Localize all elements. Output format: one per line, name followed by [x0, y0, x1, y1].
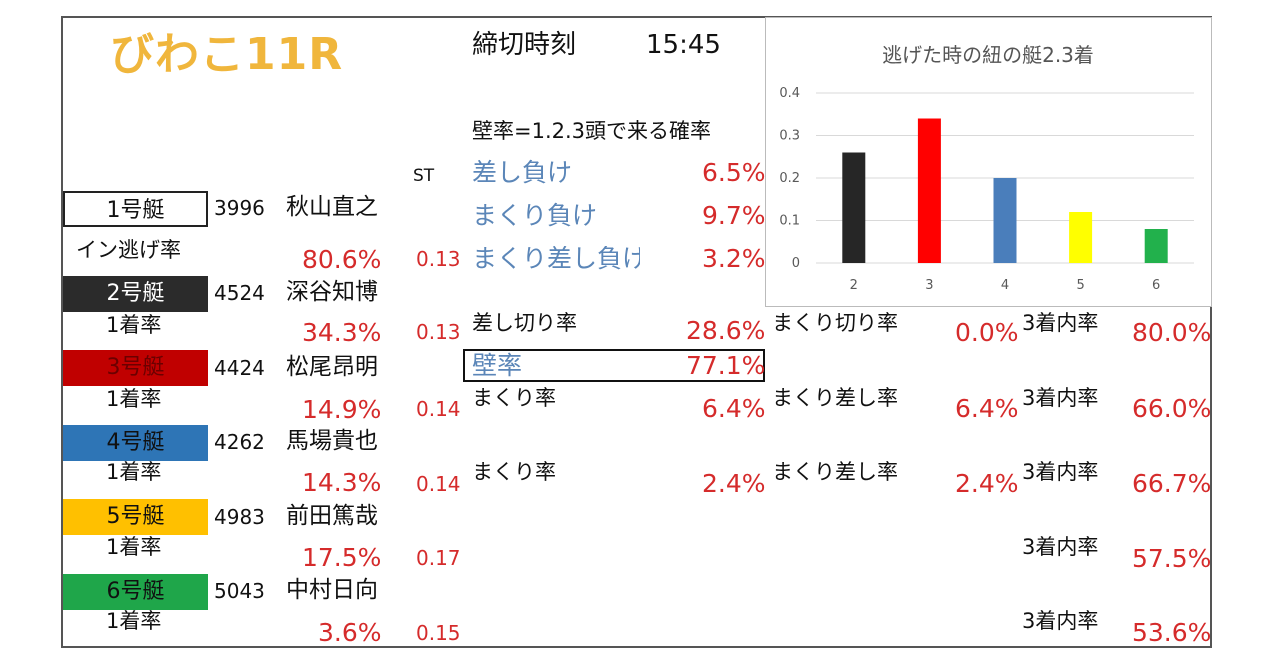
boat-3-badge-label: 3号艇 [106, 355, 165, 380]
chart-x-tick: 5 [1076, 278, 1084, 293]
top3-4-label: 3着内率 [1022, 460, 1099, 484]
chart-y-tick: 0.2 [779, 171, 800, 186]
escape-chart: 逃げた時の紐の艇2.3着 0 0.1 0.2 0.3 0.4 2 3 4 5 6 [765, 17, 1212, 307]
top3-2-value: 80.0% [1132, 318, 1212, 347]
chart-x-tick: 4 [1001, 278, 1009, 293]
top3-5-label: 3着内率 [1022, 535, 1099, 559]
boat-5-name: 前田篤哉 [286, 503, 378, 529]
boat-4-name: 馬場貴也 [286, 428, 378, 454]
top3-6-value: 53.6% [1132, 618, 1212, 647]
chart-y-tick: 0.4 [779, 86, 800, 101]
escape-chart-svg: 逃げた時の紐の艇2.3着 0 0.1 0.2 0.3 0.4 2 3 4 5 6 [779, 43, 1194, 293]
boat-3-name: 松尾昂明 [286, 354, 378, 380]
race-title: びわこ11R [110, 29, 344, 80]
boat-5-number: 4983 [214, 505, 265, 529]
chart-bar-6 [1144, 229, 1168, 263]
boat-1-number: 3996 [214, 196, 265, 220]
makuri-kiri-label: まくり切り率 [772, 311, 898, 335]
makuri-sashi-lose-label: まくり差し負け [472, 246, 640, 271]
makuri-3-label: まくり率 [472, 386, 556, 410]
chart-y-tick: 0.1 [779, 214, 800, 229]
boat-3-rate: 14.9% [302, 395, 382, 424]
boat-4-badge: 4号艇 [63, 425, 208, 461]
boat-1-st: 0.13 [416, 247, 461, 271]
top3-3-label: 3着内率 [1022, 386, 1099, 410]
boat-2-rate: 34.3% [302, 318, 382, 347]
st-header: ST [413, 166, 435, 186]
makuri-sashi-4-value: 2.4% [955, 469, 1019, 498]
top3-2-label: 3着内率 [1022, 311, 1099, 335]
top3-6-label: 3着内率 [1022, 609, 1099, 633]
makuri-sashi-4-label: まくり差し率 [772, 460, 898, 484]
boat-6-rate-label: 1着率 [106, 609, 162, 633]
wall-value: 77.1% [686, 351, 766, 380]
boat-4-number: 4262 [214, 430, 265, 454]
makuri-4-value: 2.4% [702, 469, 766, 498]
boat-2-badge: 2号艇 [63, 276, 208, 312]
makuri-sashi-3-label: まくり差し率 [772, 386, 898, 410]
chart-bar-5 [1069, 212, 1093, 263]
boat-2-rate-label: 1着率 [106, 313, 162, 337]
top3-4-value: 66.7% [1132, 469, 1212, 498]
chart-bar-4 [993, 178, 1017, 263]
top3-5-value: 57.5% [1132, 544, 1212, 573]
boat-2-name: 深谷知博 [286, 279, 378, 305]
boat-5-rate-label: 1着率 [106, 535, 162, 559]
chart-x-tick: 6 [1152, 278, 1160, 293]
boat-4-rate: 14.3% [302, 468, 382, 497]
makuri-sashi-lose-value: 3.2% [702, 244, 766, 273]
boat-4-rate-label: 1着率 [106, 460, 162, 484]
sashi-kiri-value: 28.6% [686, 316, 766, 345]
boat-6-st: 0.15 [416, 621, 461, 645]
sashi-kiri-label: 差し切り率 [472, 311, 577, 335]
boat-3-st: 0.14 [416, 397, 461, 421]
wall-definition: 壁率=1.2.3頭で来る確率 [472, 119, 712, 143]
makuri-4-label: まくり率 [472, 460, 556, 484]
chart-bar-3 [917, 118, 941, 263]
chart-bar-2 [842, 152, 866, 263]
chart-title: 逃げた時の紐の艇2.3着 [882, 43, 1094, 67]
boat-5-st: 0.17 [416, 546, 461, 570]
sashi-lose-label: 差し負け [472, 158, 573, 187]
wall-rate-box [463, 349, 765, 382]
chart-x-tick: 2 [850, 278, 858, 293]
boat-1-name: 秋山直之 [286, 194, 378, 220]
chart-y-tick: 0 [792, 256, 800, 271]
makuri-lose-value: 9.7% [702, 201, 766, 230]
boat-3-number: 4424 [214, 356, 265, 380]
boat-5-rate: 17.5% [302, 543, 382, 572]
boat-6-number: 5043 [214, 579, 265, 603]
boat-1-rate: 80.6% [302, 245, 382, 274]
makuri-3-value: 6.4% [702, 394, 766, 423]
boat-1-badge: 1号艇 [63, 191, 208, 227]
sashi-lose-value: 6.5% [702, 158, 766, 187]
chart-y-tick: 0.3 [779, 129, 800, 144]
chart-x-tick: 3 [925, 278, 933, 293]
wall-label: 壁率 [472, 351, 523, 380]
makuri-kiri-value: 0.0% [955, 318, 1019, 347]
deadline-label: 締切時刻 [472, 30, 577, 60]
top3-3-value: 66.0% [1132, 394, 1212, 423]
boat-4-st: 0.14 [416, 472, 461, 496]
boat-3-badge: 3号艇 [63, 350, 208, 386]
makuri-sashi-3-value: 6.4% [955, 394, 1019, 423]
boat-6-badge: 6号艇 [63, 574, 208, 610]
boat-2-number: 4524 [214, 281, 265, 305]
makuri-lose-label: まくり負け [472, 201, 598, 230]
boat-1-rate-label: イン逃げ率 [76, 238, 181, 262]
boat-2-st: 0.13 [416, 320, 461, 344]
deadline-time: 15:45 [646, 30, 721, 60]
boat-6-name: 中村日向 [286, 577, 378, 603]
boat-3-rate-label: 1着率 [106, 387, 162, 411]
boat-5-badge: 5号艇 [63, 499, 208, 535]
boat-6-rate: 3.6% [318, 618, 382, 647]
